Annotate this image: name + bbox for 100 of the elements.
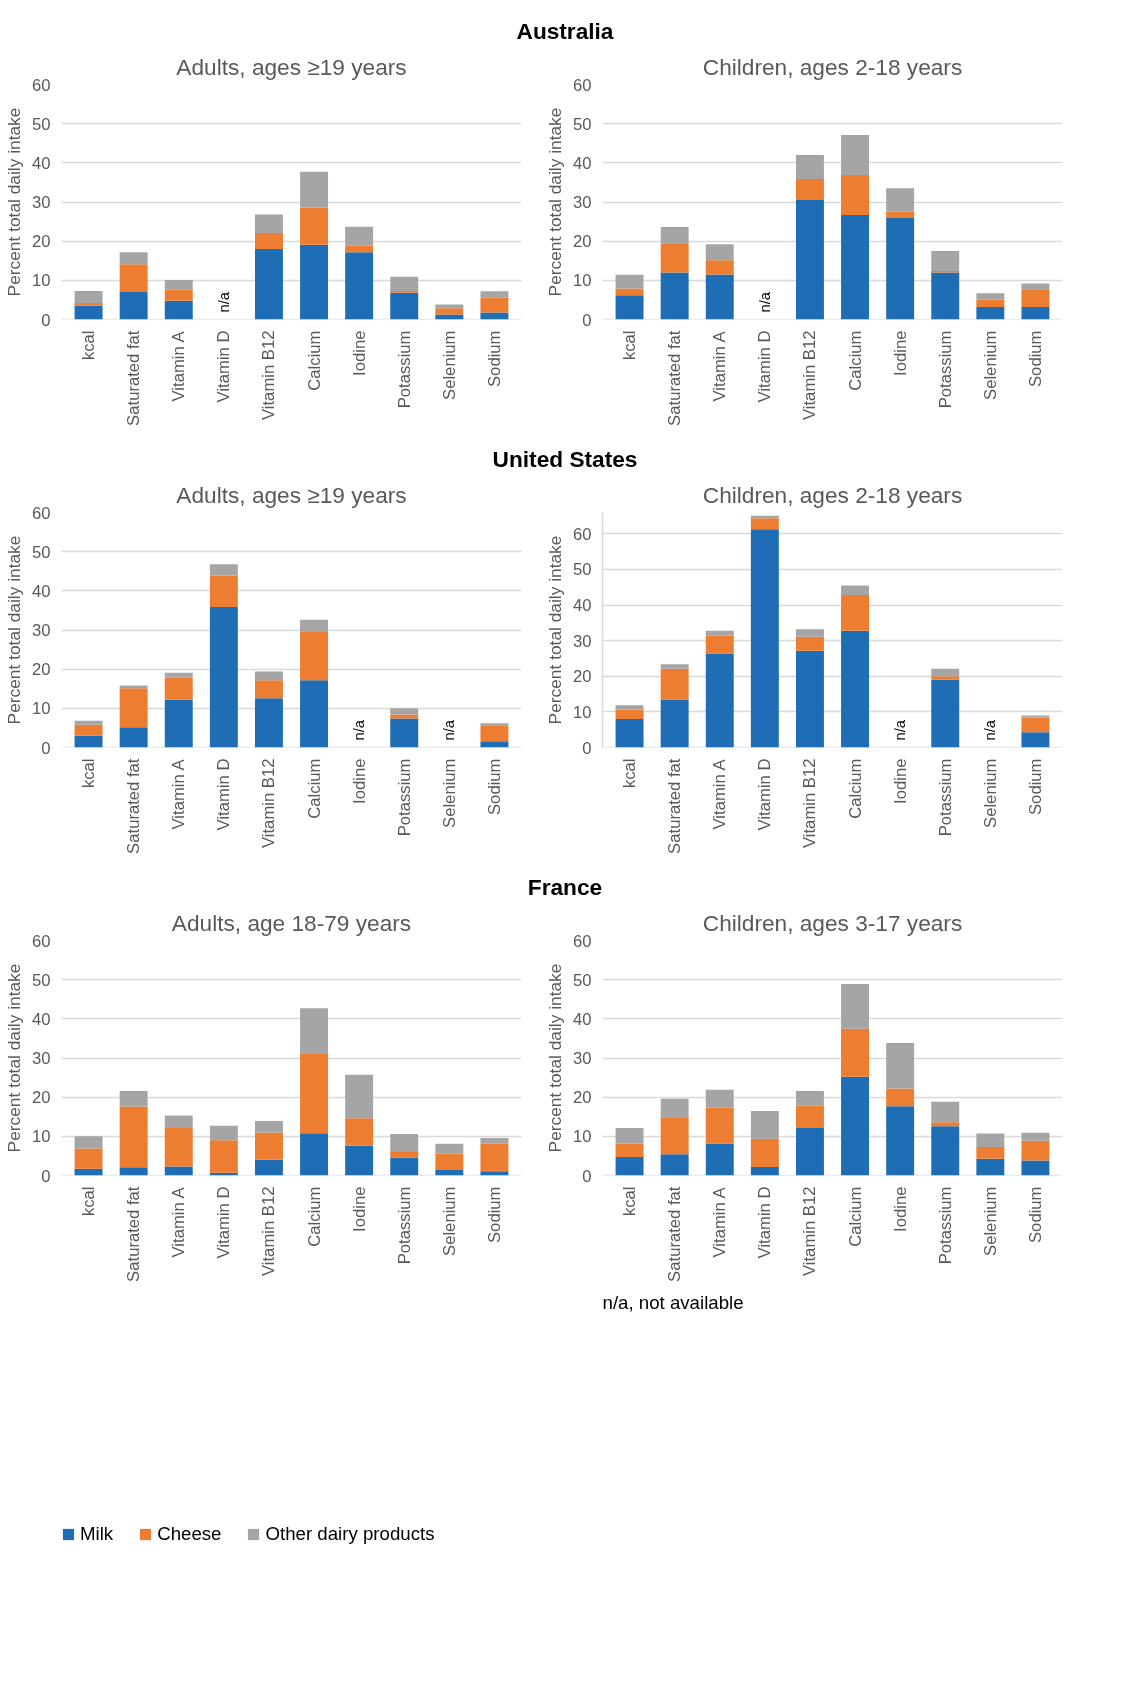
x-tick-label: Selenium [439,1186,459,1256]
x-tick-label: Selenium [439,758,459,828]
x-tick-label: Selenium [980,758,1000,828]
legend-label: Other dairy products [265,1523,435,1545]
bar [74,305,103,320]
bar [1021,1140,1050,1161]
x-tick-label: Vitamin D [755,330,775,403]
bar [1021,289,1050,307]
bar [795,200,824,320]
bar [345,1074,374,1119]
x-tick-label: Vitamin A [169,330,189,402]
bar [164,677,193,700]
y-tick-label: 60 [572,75,592,95]
bar [480,741,509,748]
bar [615,705,644,710]
bar [209,606,238,748]
bar [300,244,329,320]
bar [705,1089,734,1108]
bar [615,295,644,320]
bar [74,1136,103,1149]
y-tick-label: 40 [31,1009,51,1029]
bar [164,279,193,290]
bar [841,214,870,320]
bar [254,671,283,681]
bar [1021,306,1050,320]
bar [435,314,464,320]
bar [615,274,644,289]
y-tick-label: 60 [31,931,51,951]
x-tick-label: Sodium [484,1186,504,1243]
bar [705,653,734,748]
x-tick-label: Vitamin D [755,758,775,831]
x-tick-label: Sodium [484,330,504,387]
y-tick-label: 40 [572,596,592,616]
bar [660,227,689,244]
y-tick-label: 0 [582,310,592,330]
bar [705,274,734,320]
chart-title: Children, ages 3-17 years [702,909,963,936]
y-tick-label: 20 [572,1088,592,1108]
y-tick-label: 50 [31,542,51,562]
text: United States [492,445,638,474]
bar [705,630,734,636]
y-tick-label: 0 [582,1166,592,1186]
bar [795,155,824,179]
y-tick-label: 50 [31,114,51,134]
x-tick-label: Calcium [304,330,324,391]
bar [435,1170,464,1176]
bar [705,1107,734,1144]
x-tick-label: Selenium [980,330,1000,400]
bar [795,650,824,748]
bar [119,727,148,748]
y-tick-label: 40 [31,581,51,601]
x-tick-label: Potassium [935,330,955,409]
x-tick-label: Sodium [1025,1186,1045,1243]
x-tick-label: Potassium [394,758,414,837]
y-tick-label: 20 [31,232,51,252]
x-tick-label: Vitamin D [214,330,234,403]
bar [841,1028,870,1077]
bar [390,1157,419,1176]
y-tick-label: 30 [572,1049,592,1068]
bar [660,1154,689,1176]
bar [300,619,329,632]
bar [345,1145,374,1176]
bar [74,720,103,725]
y-tick-label: 50 [572,114,592,134]
bar [750,529,779,748]
x-tick-label: kcal [620,758,640,789]
y-tick-label: 0 [41,738,51,758]
x-tick-label: Saturated fat [124,758,144,854]
x-tick-label: kcal [79,758,99,789]
x-tick-label: Calcium [304,1186,324,1247]
y-tick-label: 20 [572,667,592,687]
bar [931,250,960,271]
bar [119,1090,148,1107]
x-tick-label: Vitamin A [710,330,730,402]
bar [164,300,193,320]
x-tick-label: Vitamin A [169,1186,189,1258]
bar [74,735,103,748]
bar [74,303,103,306]
y-axis-title: Percent total daily intake [3,107,24,297]
bar [254,1132,283,1160]
chart-title: Children, ages 2-18 years [702,53,963,80]
bar [886,1088,915,1107]
x-tick-label: Vitamin D [214,1186,234,1259]
bar [660,243,689,273]
bar [300,207,329,245]
bar [164,699,193,748]
bar [254,1159,283,1176]
y-tick-label: 40 [572,153,592,173]
bar [976,1133,1005,1147]
bar [390,292,419,320]
x-tick-label: Vitamin D [214,758,234,831]
y-tick-label: 40 [572,1009,592,1029]
bar [254,1121,283,1133]
bar [931,1101,960,1123]
bar [164,672,193,678]
bar [886,211,915,219]
x-tick-label: Vitamin B12 [800,330,820,420]
bar [254,249,283,320]
bar [931,679,960,748]
bar [1021,732,1050,748]
